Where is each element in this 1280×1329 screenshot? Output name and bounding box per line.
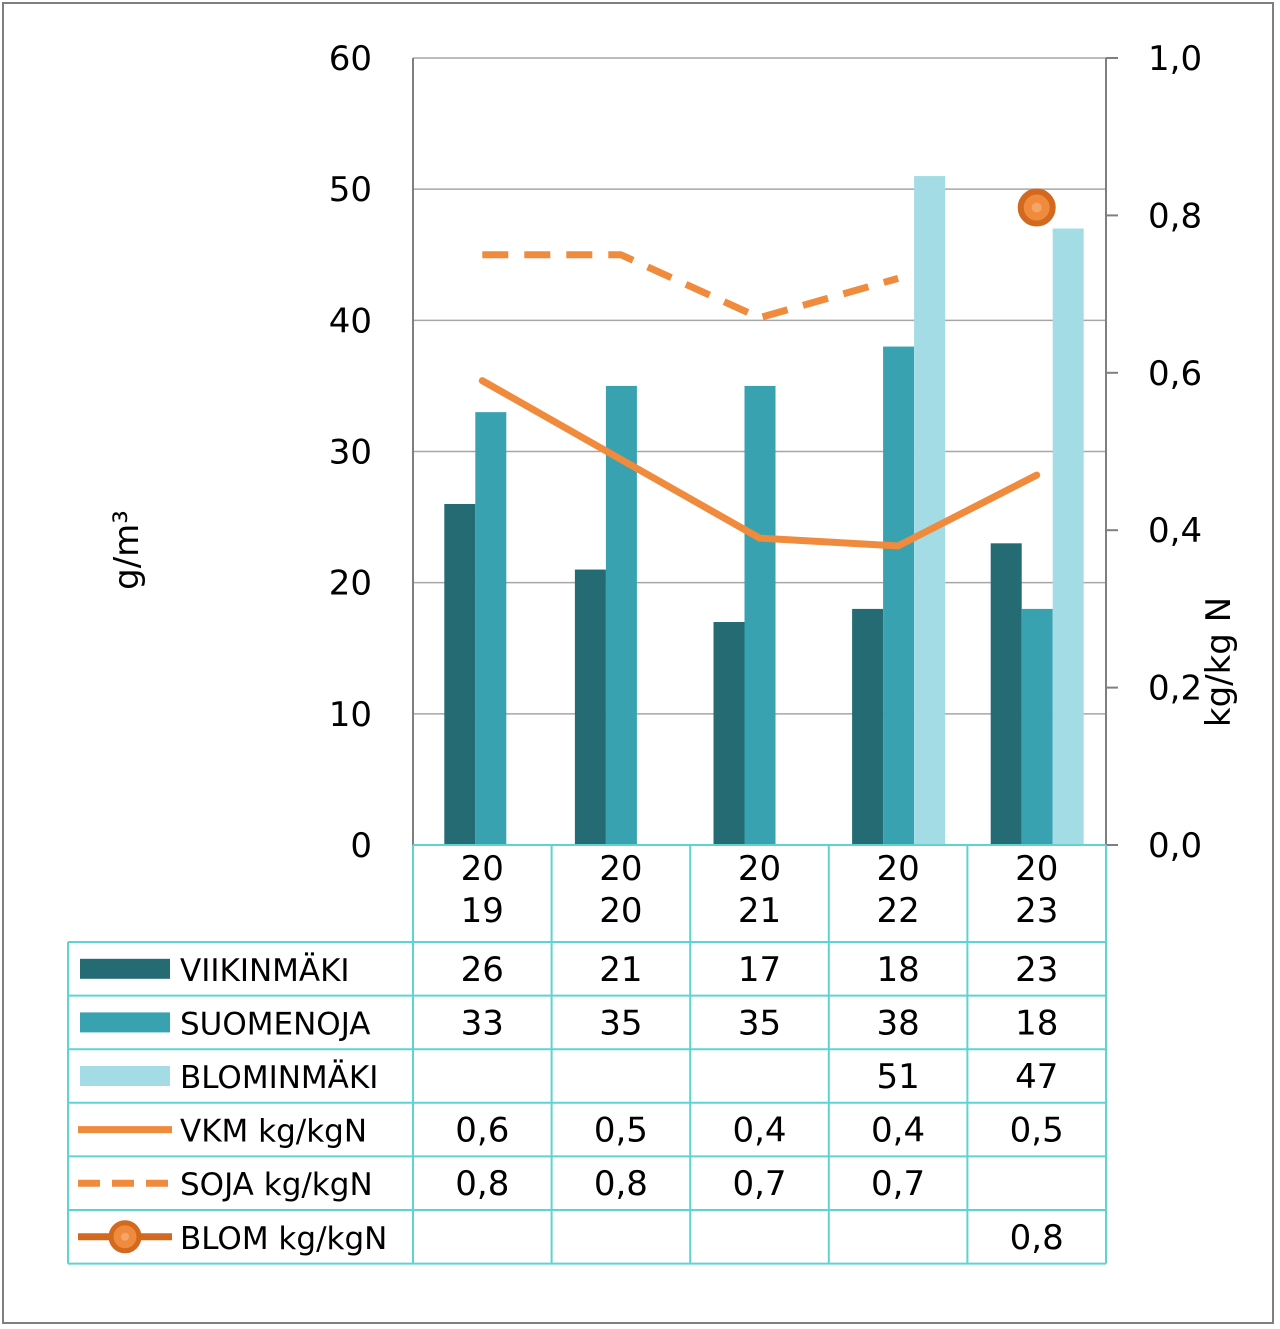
legend-label: SOJA kg/kgN: [180, 1167, 373, 1203]
line-vkm: [478, 377, 1041, 550]
y-axis-right-title: kg/kg N: [1199, 597, 1239, 727]
bar-viikinmäki-0: [444, 503, 476, 845]
data-table-cell: 18: [876, 950, 919, 990]
category-label: 20 23: [1015, 849, 1058, 931]
bar-blominmäki-3: [914, 176, 946, 846]
data-table-cell: 18: [1015, 1003, 1058, 1043]
data-table-cell: 0,5: [1010, 1111, 1064, 1151]
bar-suomenoja-3: [883, 346, 915, 845]
data-table-cell: 35: [738, 1003, 781, 1043]
left-tick-label: 30: [329, 433, 372, 473]
right-tick-label: 1,0: [1148, 39, 1202, 79]
y-axis-left-title: g/m³: [107, 510, 147, 590]
left-tick-label: 50: [329, 170, 372, 210]
bar-viikinmäki-4: [990, 543, 1022, 845]
data-table-cell: 0,7: [732, 1164, 786, 1204]
data-table-cell: 35: [599, 1003, 642, 1043]
data-table-cell: 21: [599, 950, 642, 990]
right-tick-label: 0,4: [1148, 511, 1202, 551]
data-table-cell: 0,4: [732, 1111, 786, 1151]
category-label: 20 21: [738, 849, 781, 931]
bar-viikinmäki-1: [574, 569, 606, 845]
data-table-cell: 0,8: [1010, 1218, 1064, 1258]
right-tick-label: 0,2: [1148, 669, 1202, 709]
legend-label: BLOM kg/kgN: [180, 1221, 387, 1257]
data-table-cell: 23: [1015, 950, 1058, 990]
data-table-cell: 38: [876, 1003, 919, 1043]
bar-viikinmäki-2: [713, 622, 745, 845]
data-table-cell: 0,4: [871, 1111, 925, 1151]
bar-suomenoja-2: [744, 385, 776, 845]
left-tick-label: 20: [329, 564, 372, 604]
legend-label: VKM kg/kgN: [180, 1114, 367, 1150]
bar-viikinmäki-3: [852, 608, 884, 845]
legend-label: SUOMENOJA: [180, 1006, 371, 1042]
legend-key-blominmäki: [80, 1066, 170, 1086]
left-tick-label: 60: [329, 39, 372, 79]
right-tick-label: 0,6: [1148, 354, 1202, 394]
data-table-cell: 0,6: [455, 1111, 509, 1151]
legend-key-suomenoja: [80, 1012, 170, 1033]
data-table-cell: 0,8: [455, 1164, 509, 1204]
right-tick-label: 0,8: [1148, 196, 1202, 236]
data-table-cell: 26: [461, 950, 504, 990]
data-table-cell: 51: [876, 1057, 919, 1097]
bar-suomenoja-4: [1021, 608, 1053, 845]
data-table-cell: 0,8: [594, 1164, 648, 1204]
legend-label: VIIKINMÄKI: [180, 953, 350, 989]
category-label: 20 20: [599, 849, 642, 931]
left-tick-label: 0: [350, 826, 372, 866]
category-label: 20 19: [461, 849, 504, 931]
point-blom-center: [1031, 202, 1042, 213]
legend-key-viikinmäki: [80, 958, 170, 979]
category-label: 20 22: [876, 849, 919, 931]
data-table-cell: 47: [1015, 1057, 1058, 1097]
left-tick-label: 10: [329, 695, 372, 735]
data-table-cell: 0,5: [594, 1111, 648, 1151]
line-soja: [482, 251, 900, 322]
bar-blominmäki-4: [1052, 228, 1084, 845]
left-tick-label: 40: [329, 301, 372, 341]
data-table-cell: 0,7: [871, 1164, 925, 1204]
right-tick-label: 0,0: [1148, 826, 1202, 866]
bar-suomenoja-0: [475, 412, 507, 845]
data-table-cell: 33: [461, 1003, 504, 1043]
data-table-cell: 17: [738, 950, 781, 990]
legend-key-blom-center: [121, 1232, 129, 1241]
legend-label: BLOMINMÄKI: [180, 1060, 378, 1096]
